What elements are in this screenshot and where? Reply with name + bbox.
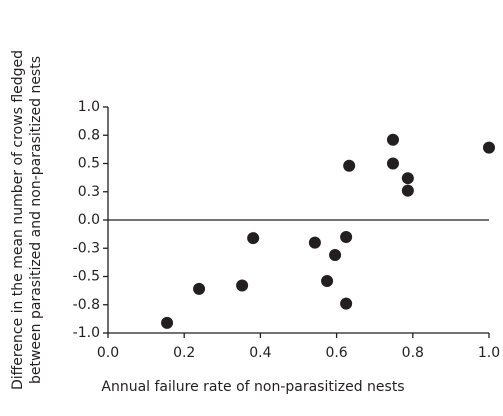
point xyxy=(386,133,399,146)
y-axis-label: between parasitized and non-parasitized … xyxy=(28,56,44,384)
y-tick-label: 0.0 xyxy=(78,212,100,228)
x-tick-label: 0.0 xyxy=(97,345,119,361)
y-tick-label: -0.5 xyxy=(73,269,100,285)
point xyxy=(321,275,334,288)
y-tick-label: 1.0 xyxy=(78,99,100,115)
y-tick-label: 0.5 xyxy=(78,156,100,172)
x-tick-label: 0.4 xyxy=(249,345,271,361)
y-axis-label: Difference in the mean number of crows f… xyxy=(10,50,26,390)
x-tick-label: 0.8 xyxy=(402,345,424,361)
x-tick-label: 0.2 xyxy=(173,345,195,361)
point xyxy=(236,279,249,292)
y-tick-label: -1.0 xyxy=(73,325,100,341)
point xyxy=(340,230,353,243)
point xyxy=(329,249,342,262)
point xyxy=(401,172,414,185)
x-axis-label: Annual failure rate of non-parasitized n… xyxy=(101,379,404,395)
point xyxy=(161,316,174,329)
point xyxy=(247,232,260,245)
y-tick-label: 0.3 xyxy=(78,184,100,200)
y-tick-label: -0.8 xyxy=(73,297,100,313)
y-tick-label: 0.8 xyxy=(78,127,100,143)
point xyxy=(343,159,356,172)
point xyxy=(308,236,321,249)
point xyxy=(401,184,414,197)
y-tick-label: -0.3 xyxy=(73,240,100,256)
x-tick-label: 1.0 xyxy=(478,345,500,361)
point xyxy=(483,141,495,154)
x-tick-label: 0.6 xyxy=(325,345,347,361)
point xyxy=(340,297,353,310)
point xyxy=(193,282,206,295)
point xyxy=(386,157,399,170)
